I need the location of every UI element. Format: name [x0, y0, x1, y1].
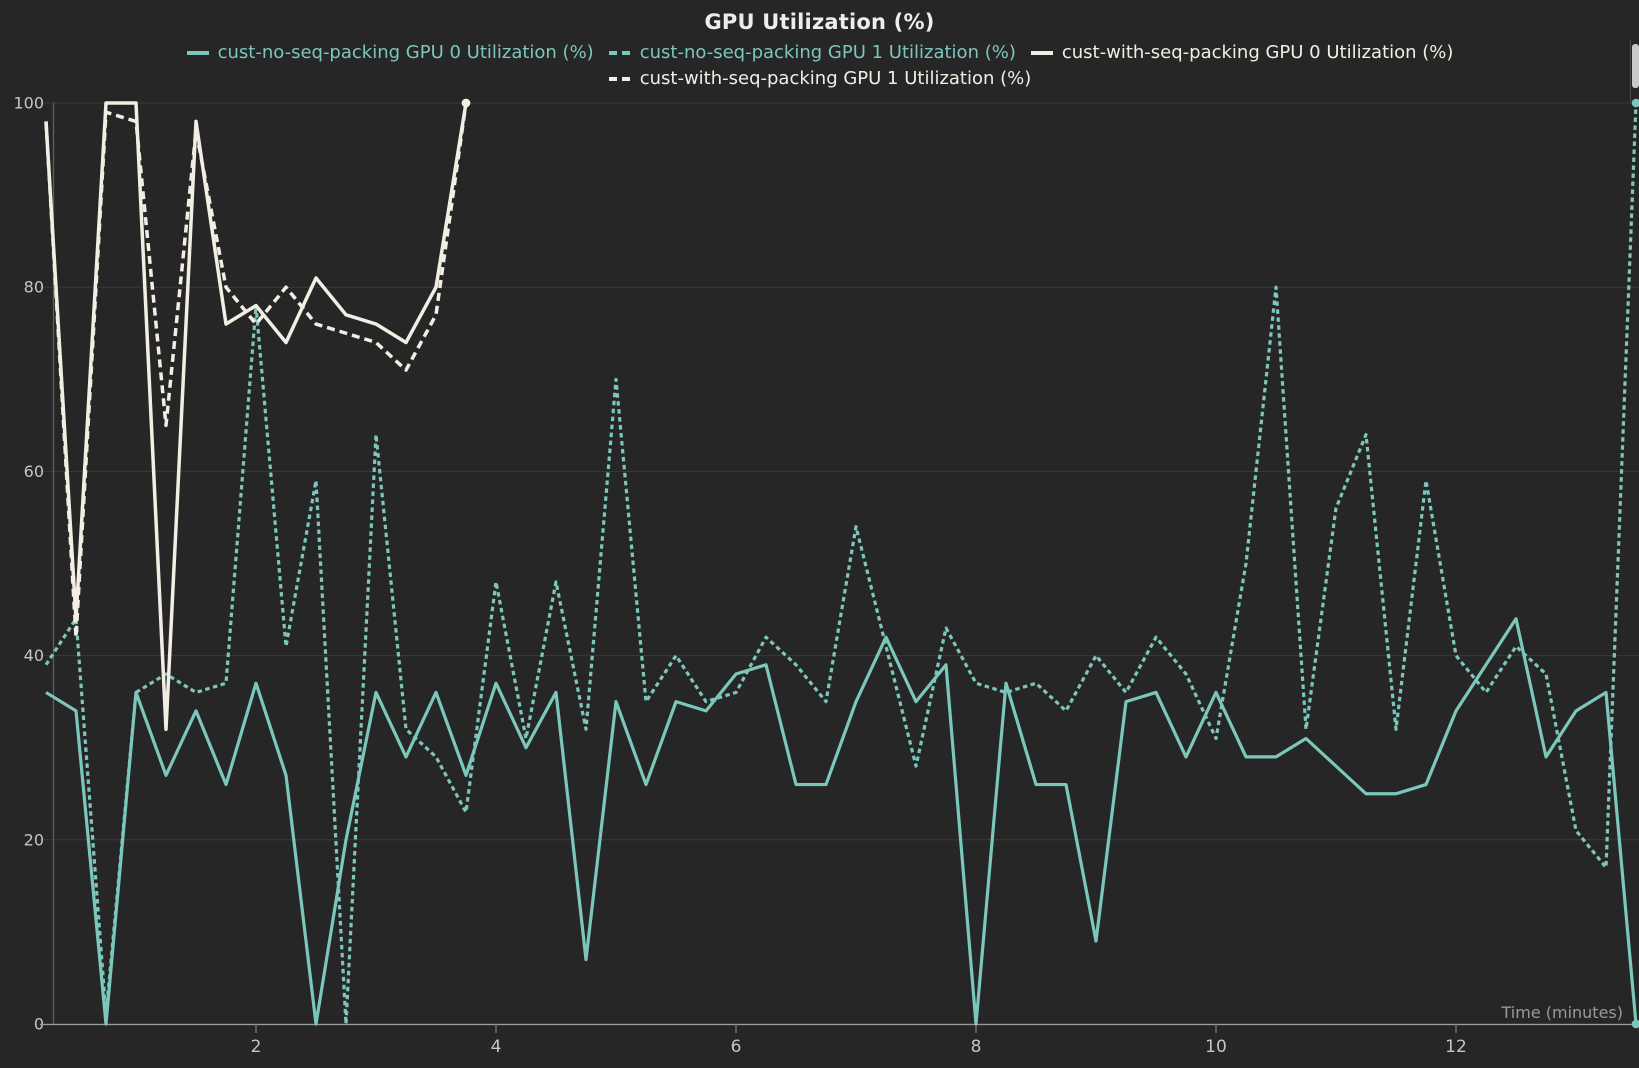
series-line-dashed-teal	[44, 102, 1638, 1026]
legend-swatch-dashed-line-icon	[608, 76, 631, 81]
series-end-point-marker	[1631, 1019, 1639, 1029]
scrollbar-thumb[interactable]	[1632, 44, 1639, 88]
legend-row-2: cust-with-seq-packing GPU 1 Utilization …	[0, 68, 1639, 89]
legend-item-2[interactable]: cust-with-seq-packing GPU 0 Utilization …	[1030, 42, 1454, 63]
legend-swatch-dashed-line-icon	[608, 50, 631, 55]
chart-title: GPU Utilization (%)	[704, 10, 935, 34]
y-tick-label-40: 40	[24, 646, 44, 665]
legend-row-1: cust-no-seq-packing GPU 0 Utilization (%…	[0, 42, 1639, 63]
legend-swatch-solid-line-icon	[186, 50, 209, 55]
legend-item-3[interactable]: cust-with-seq-packing GPU 1 Utilization …	[608, 68, 1032, 89]
series-end-point-marker	[461, 98, 471, 108]
legend-item-0[interactable]: cust-no-seq-packing GPU 0 Utilization (%…	[186, 42, 594, 63]
series-end-point-marker	[1631, 98, 1639, 108]
y-tick-label-100: 100	[13, 94, 44, 113]
legend-item-1[interactable]: cust-no-seq-packing GPU 1 Utilization (%…	[608, 42, 1016, 63]
y-tick-label-20: 20	[24, 830, 44, 849]
y-tick-label-80: 80	[24, 278, 44, 297]
x-tick-label-12: 12	[1445, 1037, 1467, 1057]
series-line-solid-teal	[45, 617, 1638, 1026]
legend-label: cust-no-seq-packing GPU 0 Utilization (%…	[217, 42, 594, 63]
series-line-dashed-white	[44, 102, 468, 639]
x-tick-label-2: 2	[251, 1037, 262, 1057]
x-tick-label-10: 10	[1205, 1037, 1227, 1057]
x-axis-title: Time (minutes)	[1501, 1003, 1624, 1022]
legend-label: cust-with-seq-packing GPU 1 Utilization …	[639, 68, 1032, 89]
y-tick-label-0: 0	[34, 1015, 44, 1034]
x-tick-label-6: 6	[731, 1037, 742, 1057]
legend-label: cust-with-seq-packing GPU 0 Utilization …	[1061, 42, 1454, 63]
series-line-solid-white	[44, 101, 468, 732]
x-tick-label-4: 4	[491, 1037, 502, 1057]
x-tick-label-8: 8	[971, 1037, 982, 1057]
scrollbar-track	[1630, 40, 1639, 102]
legend-swatch-solid-line-icon	[1030, 50, 1053, 55]
y-tick-label-60: 60	[24, 462, 44, 481]
legend-label: cust-no-seq-packing GPU 1 Utilization (%…	[639, 42, 1016, 63]
